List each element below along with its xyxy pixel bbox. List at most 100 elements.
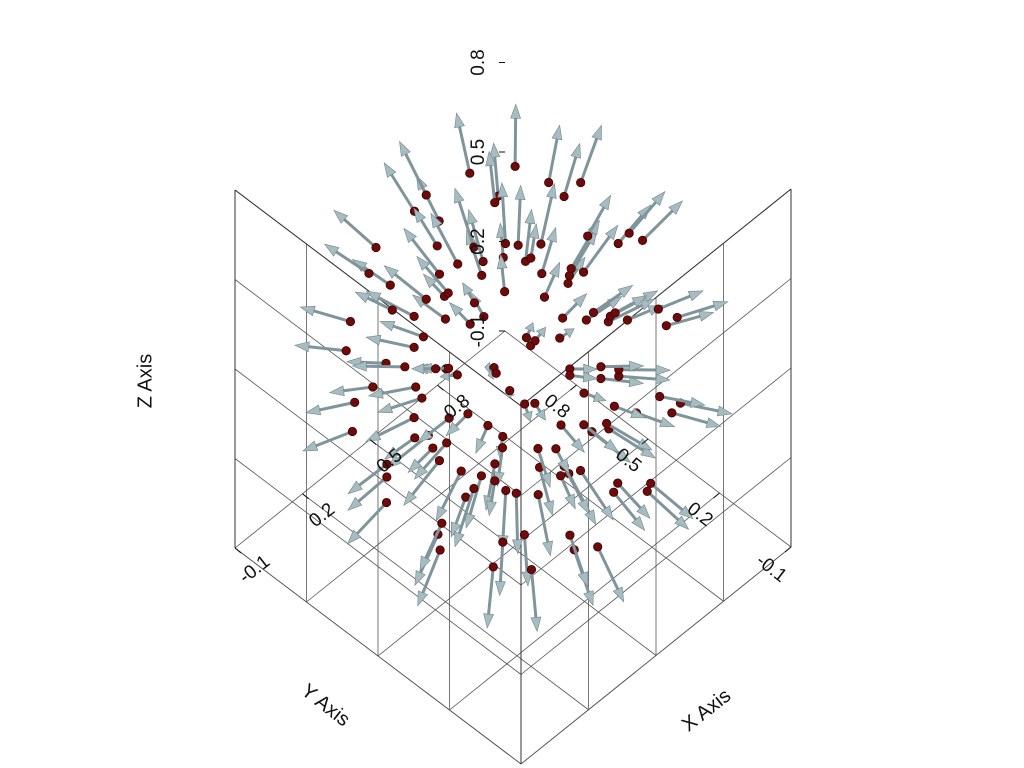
- arrow-shaft: [645, 489, 680, 522]
- vector-glyph: [497, 182, 511, 249]
- arrow-head: [414, 570, 426, 587]
- vector-glyph: [667, 408, 722, 428]
- wall-x-grid-line: [234, 279, 522, 496]
- vector-glyph: [593, 542, 625, 603]
- data-point: [381, 497, 392, 508]
- arrow-head: [486, 500, 497, 517]
- arrow-head: [651, 190, 666, 206]
- data-point: [490, 197, 500, 208]
- data-point: [432, 241, 442, 251]
- vector-glyph: [354, 291, 397, 315]
- arrow-head: [612, 586, 625, 603]
- arrow-head: [598, 194, 612, 211]
- vector-glyph: [483, 562, 498, 629]
- data-point: [667, 408, 677, 418]
- arrow-head: [454, 112, 465, 129]
- data-point: [477, 270, 487, 280]
- arrow-shaft: [440, 469, 463, 510]
- data-point: [579, 388, 589, 398]
- arrow-head: [631, 515, 646, 532]
- vector-glyph: [417, 545, 445, 607]
- arrow-head: [510, 103, 522, 119]
- data-point: [672, 312, 682, 323]
- data-point: [536, 239, 546, 249]
- arrow-head: [530, 616, 542, 633]
- vector-glyph: [328, 382, 378, 397]
- data-point: [609, 401, 619, 411]
- arrow-head: [563, 328, 575, 339]
- data-point: [421, 190, 431, 200]
- arrow-shaft: [501, 195, 507, 246]
- arrow-head: [628, 376, 645, 388]
- arrow-shaft: [586, 205, 606, 238]
- data-point: [610, 308, 620, 318]
- arrow-head: [411, 294, 428, 308]
- vector-glyph: [609, 401, 647, 419]
- arrow-shaft: [489, 163, 497, 205]
- arrow-shaft: [617, 374, 658, 381]
- arrow-shaft: [487, 565, 495, 616]
- vector-glyph: [613, 478, 651, 520]
- arrow-head: [484, 361, 490, 374]
- arrow-shaft: [391, 324, 425, 339]
- arrow-shaft: [318, 400, 357, 412]
- vector-glyph: [365, 334, 419, 353]
- arrow-head: [417, 429, 433, 443]
- arrow-head: [528, 223, 540, 240]
- data-point: [410, 433, 420, 443]
- arrow-shaft: [522, 533, 529, 574]
- arrow-shaft: [457, 200, 476, 249]
- vector-glyph: [555, 328, 575, 343]
- arrow-shaft: [334, 250, 371, 275]
- arrow-head: [346, 529, 362, 545]
- wall-y-grid-line: [520, 367, 792, 586]
- z-tick-label: 0.2: [468, 228, 489, 254]
- vector-glyph: [367, 382, 421, 399]
- data-point: [490, 459, 500, 469]
- arrow-shaft: [380, 385, 418, 395]
- arrow-shaft: [421, 548, 442, 595]
- vector-glyph: [533, 490, 553, 557]
- data-point: [642, 486, 652, 496]
- arrow-shaft: [596, 545, 620, 591]
- wall-x-grid-line: [234, 368, 522, 586]
- data-point: [488, 562, 498, 572]
- arrow-head: [430, 212, 443, 229]
- arrow-shaft: [616, 481, 643, 510]
- arrow-shaft: [579, 469, 608, 510]
- arrow-head: [411, 363, 425, 375]
- arrow-shaft: [678, 401, 720, 413]
- data-point: [576, 177, 586, 188]
- vector-glyph: [403, 227, 445, 279]
- arrow-shaft: [514, 491, 519, 542]
- arrow-head: [367, 388, 384, 399]
- z-axis-title: Z Axis: [134, 354, 156, 408]
- vector-glyph: [551, 444, 570, 475]
- arrow-head: [347, 496, 363, 511]
- vector-glyph: [323, 243, 374, 279]
- arrow-shaft: [342, 218, 378, 250]
- data-point: [511, 488, 521, 498]
- arrow-head: [454, 187, 465, 204]
- vector-glyph: [407, 443, 438, 474]
- data-point: [421, 294, 431, 304]
- arrow-shaft: [312, 309, 352, 324]
- arrow-shaft: [536, 493, 550, 544]
- y-tick-label: 0.2: [683, 498, 717, 531]
- arrow-head: [640, 445, 657, 459]
- vector-glyph: [661, 311, 715, 331]
- vector-glyph: [383, 265, 431, 304]
- arrow-shaft: [378, 338, 416, 349]
- vector-glyph: [496, 253, 510, 297]
- arrow-head: [497, 182, 509, 198]
- data-point: [609, 487, 619, 497]
- arrow-head: [417, 590, 429, 607]
- arrow-shaft: [470, 221, 485, 263]
- arrow-head: [333, 209, 349, 224]
- data-point: [371, 242, 381, 253]
- z-tick-label: -0.1: [468, 315, 489, 348]
- data-point: [513, 240, 523, 250]
- vector-glyph: [533, 443, 551, 489]
- arrow-head: [629, 360, 645, 372]
